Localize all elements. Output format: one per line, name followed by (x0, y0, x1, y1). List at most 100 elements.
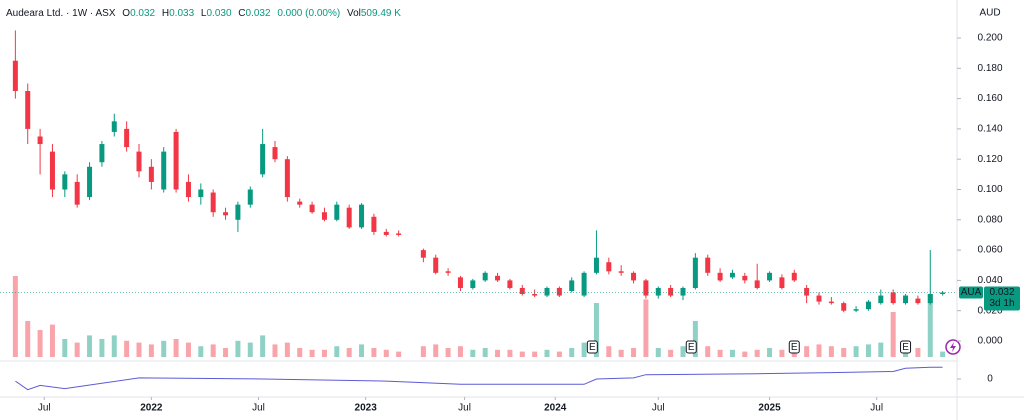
event-label: E (688, 342, 695, 353)
volume-bar (828, 346, 834, 357)
volume-bar (890, 312, 896, 357)
candle-body (655, 287, 661, 296)
volume-bar (433, 344, 439, 357)
volume-bar (532, 351, 538, 357)
volume-bar (816, 344, 822, 357)
candle-body (124, 128, 130, 148)
volume-bar (173, 339, 179, 357)
y-tick-label: 0.020 (977, 305, 1002, 316)
price: 0.032 (989, 287, 1014, 298)
legend-label: C (238, 8, 245, 19)
y-tick-label: 0.120 (977, 154, 1002, 165)
volume-bar (37, 330, 43, 357)
candle-body (148, 166, 154, 182)
volume-bar (124, 340, 130, 357)
candle-body (729, 272, 735, 278)
candle-body (482, 272, 488, 281)
candle-body (161, 151, 167, 190)
price-box (984, 286, 1020, 311)
x-tick-label: Jul (870, 403, 883, 414)
candle-body (853, 309, 859, 311)
volume-bar (915, 348, 921, 357)
event-box (586, 340, 598, 354)
volume-bar (49, 324, 55, 357)
candle-body (507, 280, 513, 288)
legend-label: Vol (347, 8, 361, 19)
volume-bar (247, 342, 253, 357)
candle-body (767, 272, 773, 281)
ticker-box (959, 286, 983, 299)
volume-bar (556, 351, 562, 357)
volume-bar (74, 342, 80, 357)
volume-bar (445, 348, 451, 357)
volume-bar (779, 349, 785, 357)
candle-body (569, 280, 575, 292)
volume-bar (482, 348, 488, 357)
volume-bar (396, 351, 402, 357)
candle-body (618, 271, 624, 273)
volume-bar (161, 340, 167, 357)
volume-bar (668, 349, 674, 357)
candle-body (544, 287, 550, 296)
volume-bar (297, 348, 303, 357)
volume-bar (631, 348, 637, 357)
candle-body (49, 151, 55, 190)
legend-change: 0.000 (0.00%) (277, 8, 340, 19)
event-label: E (589, 342, 596, 353)
candle-body (223, 212, 229, 216)
legend-label: H (162, 8, 169, 19)
candle-body (12, 60, 18, 92)
volume-bar (457, 346, 463, 357)
volume-bar (940, 351, 946, 357)
candle-body (87, 166, 93, 198)
candle-body (915, 298, 921, 304)
volume-bar (865, 344, 871, 357)
volume-bar (804, 346, 810, 357)
candle-body (878, 295, 884, 304)
volume-bar (136, 342, 142, 357)
y-tick-label: 0.180 (977, 63, 1002, 74)
candle-body (37, 136, 43, 145)
volume-bar (655, 348, 661, 357)
y-tick-label: 0.060 (977, 245, 1002, 256)
countdown: 3d 1h (989, 298, 1014, 309)
volume-bar (321, 349, 327, 357)
candle-body (865, 301, 871, 310)
volume-bar (284, 342, 290, 357)
volume-bar (148, 344, 154, 357)
candle-body (173, 131, 179, 190)
volume-bar (606, 346, 612, 357)
candle-body (346, 207, 352, 228)
volume-bar (87, 335, 93, 357)
flash-icon[interactable] (945, 339, 961, 355)
candle-body (210, 192, 216, 213)
ticker: AUA (961, 287, 982, 298)
volume-bar (927, 294, 933, 357)
volume-bar (12, 276, 18, 357)
x-tick-label: Jul (652, 403, 665, 414)
volume-bar (235, 340, 241, 357)
candle-body (828, 301, 834, 304)
volume-bar (470, 349, 476, 357)
volume-bar (111, 335, 117, 357)
volume-bar (420, 346, 426, 357)
candle-body (556, 287, 562, 296)
volume-bar (705, 346, 711, 357)
candle-body (297, 201, 303, 205)
event-box (788, 340, 800, 354)
candle-body (606, 262, 612, 272)
volume-bar (692, 321, 698, 357)
candle-body (470, 280, 476, 288)
x-tick-label: Jul (38, 403, 51, 414)
candle-body (284, 159, 290, 198)
y-tick-label: 0.160 (977, 93, 1002, 104)
candle-body (260, 144, 266, 175)
volume-bar (853, 346, 859, 357)
candle-body (272, 147, 278, 160)
volume-bar (581, 342, 587, 357)
x-tick-label: Jul (252, 403, 265, 414)
candle-body (668, 287, 674, 296)
candle-body (371, 216, 377, 232)
candle-body (927, 294, 933, 304)
